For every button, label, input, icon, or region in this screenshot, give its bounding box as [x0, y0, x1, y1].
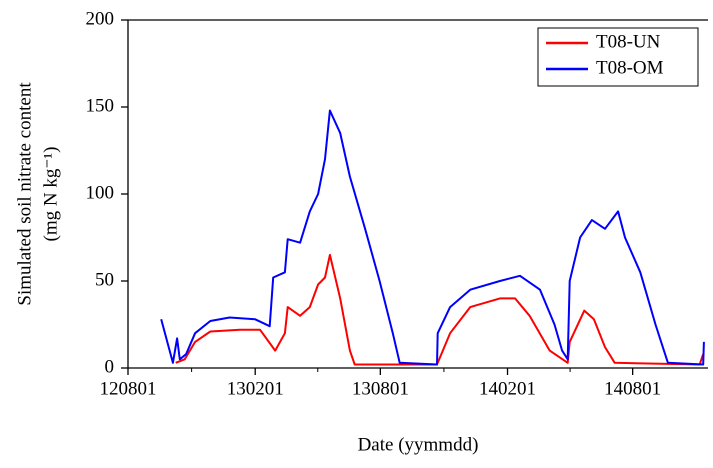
- legend-label: T08-OM: [596, 57, 664, 78]
- y-axis-label: (mg N kg⁻¹): [40, 147, 61, 242]
- y-tick-label: 0: [105, 356, 115, 377]
- legend-box: [537, 27, 699, 87]
- y-tick-label: 50: [95, 269, 114, 290]
- x-axis-label: Date (yymmdd): [358, 434, 479, 455]
- x-tick-label: 120801: [100, 378, 157, 399]
- x-tick-label: 130801: [352, 378, 409, 399]
- x-tick-label: 130201: [227, 378, 284, 399]
- legend-label: T08-UN: [596, 31, 661, 52]
- x-tick-label: 140801: [604, 378, 661, 399]
- series-line: [160, 109, 705, 366]
- series-line: [175, 253, 705, 366]
- y-axis-label: Simulated soil nitrate content: [14, 82, 35, 306]
- y-tick-label: 200: [86, 8, 115, 29]
- y-tick-label: 100: [86, 182, 115, 203]
- x-tick-label: 140201: [479, 378, 536, 399]
- y-tick-label: 150: [86, 95, 115, 116]
